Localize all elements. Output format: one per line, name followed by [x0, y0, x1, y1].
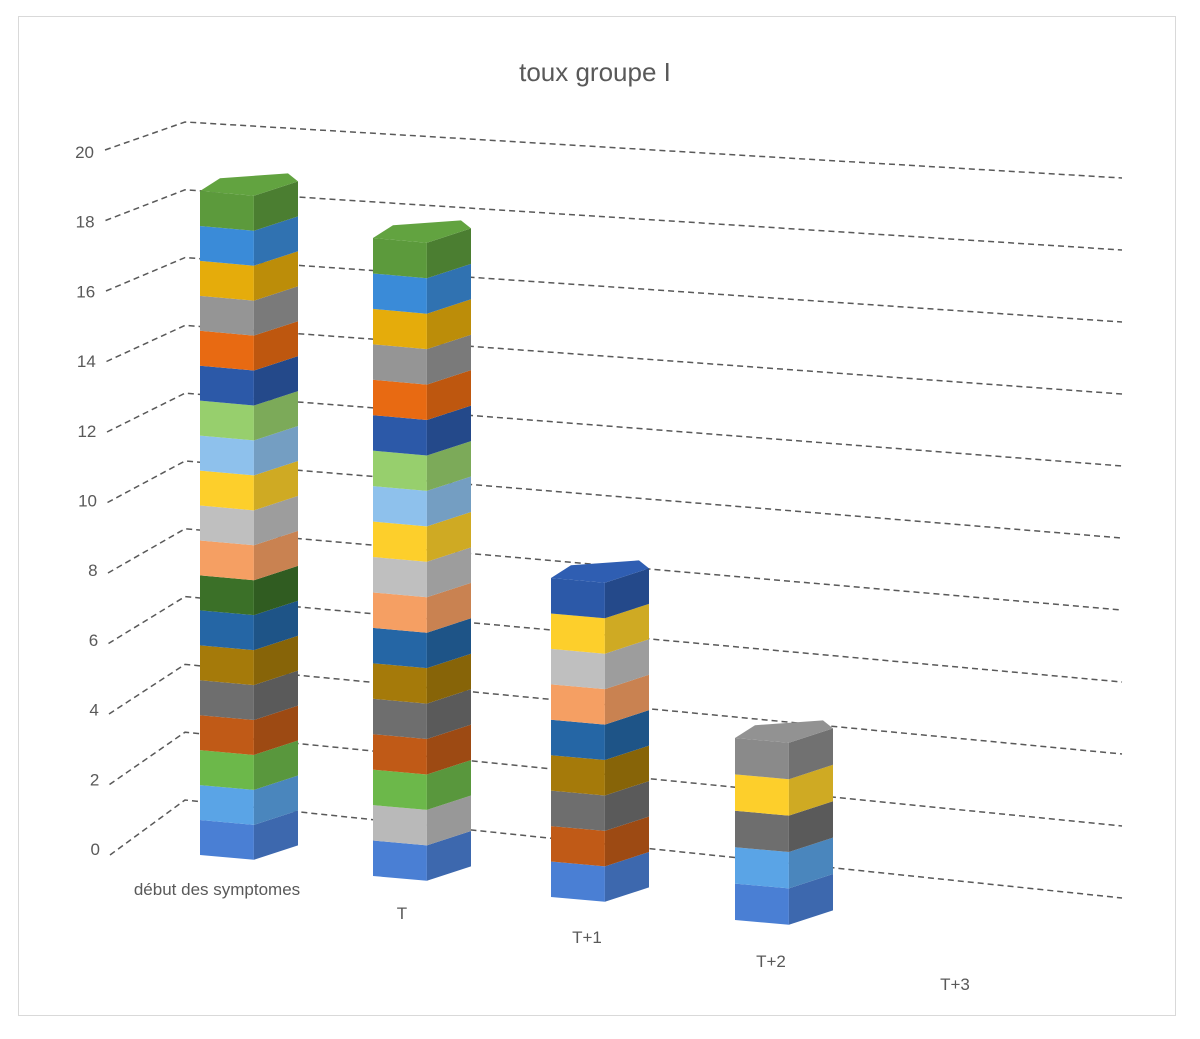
bar-segment — [200, 251, 298, 301]
category-label: T+2 — [756, 952, 786, 971]
bar-segment — [551, 603, 649, 654]
bar-segment — [373, 220, 471, 279]
y-tick-label: 2 — [90, 770, 99, 789]
bar-segment — [735, 720, 833, 780]
gridline — [107, 528, 1123, 611]
bar-segment — [373, 653, 471, 704]
bar-segment — [200, 216, 298, 266]
bar — [551, 560, 649, 902]
bar-segment — [373, 334, 471, 385]
bar-segment — [373, 511, 471, 562]
bar-segment — [551, 639, 649, 690]
y-axis-ticks: 0 2 4 6 8 10 12 14 16 18 20 — [75, 143, 100, 859]
x-axis-categories: début des symptomes T T+1 T+2 T+3 — [134, 880, 970, 994]
bar-segment — [373, 689, 471, 740]
bar-segment — [200, 775, 298, 825]
y-tick-label: 18 — [76, 213, 95, 232]
gridline — [106, 324, 1123, 395]
gridline — [105, 189, 1123, 251]
bar-segment — [551, 745, 649, 796]
y-tick-label: 10 — [78, 492, 97, 511]
y-tick-label: 8 — [88, 561, 97, 580]
bar-segment — [200, 565, 298, 616]
category-label: début des symptomes — [134, 880, 300, 899]
y-tick-label: 20 — [75, 143, 94, 162]
y-tick-label: 16 — [76, 282, 95, 301]
category-label: T+3 — [940, 975, 970, 994]
bar-segment — [373, 618, 471, 669]
bar-segment — [551, 674, 649, 725]
bar-segment — [200, 356, 298, 406]
y-tick-label: 4 — [89, 701, 98, 720]
bar-segment — [373, 724, 471, 775]
bars — [200, 173, 833, 925]
bar — [373, 220, 471, 881]
bar-segment — [200, 530, 298, 581]
bar-segment — [373, 760, 471, 810]
bar-segment — [200, 635, 298, 686]
bar-segment — [373, 795, 471, 846]
chart-title: toux groupe I — [519, 57, 671, 87]
gridline — [105, 256, 1123, 323]
bar-segment — [200, 670, 298, 721]
bar-segment — [200, 495, 298, 546]
bar-segment — [200, 321, 298, 371]
bar-segment — [551, 816, 649, 867]
bar-segment — [373, 263, 471, 314]
bar — [735, 720, 833, 925]
y-tick-label: 14 — [77, 352, 96, 371]
bar-segment — [373, 441, 471, 491]
gridline — [104, 121, 1123, 179]
bar-segment — [200, 600, 298, 651]
bar-segment — [373, 476, 471, 527]
y-tick-label: 6 — [89, 631, 98, 650]
gridline — [108, 663, 1123, 755]
bar — [200, 173, 298, 860]
gridline — [107, 460, 1123, 539]
bar-segment — [373, 405, 471, 456]
bar-segment — [735, 801, 833, 852]
bar-segment — [200, 173, 298, 231]
bar-segment — [373, 582, 471, 633]
bar-segment — [735, 764, 833, 816]
bar-segment — [200, 740, 298, 790]
bar-segment — [735, 874, 833, 925]
bar-segment — [200, 391, 298, 441]
bar-segment — [200, 460, 298, 511]
bar-segment — [373, 547, 471, 598]
bar-segment — [373, 370, 471, 421]
bar-segment — [551, 851, 649, 902]
category-label: T+1 — [572, 928, 602, 947]
gridline — [106, 392, 1123, 467]
bar-segment — [551, 560, 649, 619]
bar-segment — [200, 286, 298, 336]
bar-segment — [200, 705, 298, 755]
bar-segment — [551, 781, 649, 831]
bar-segment — [735, 837, 833, 889]
gridline — [109, 731, 1123, 827]
bar-segment — [551, 710, 649, 761]
bar-segment — [200, 810, 298, 860]
bar-segment — [200, 426, 298, 476]
y-tick-label: 12 — [77, 422, 96, 441]
bar-segment — [373, 830, 471, 881]
bar-segment — [373, 299, 471, 350]
category-label: T — [397, 904, 407, 923]
y-tick-label: 0 — [91, 840, 100, 859]
